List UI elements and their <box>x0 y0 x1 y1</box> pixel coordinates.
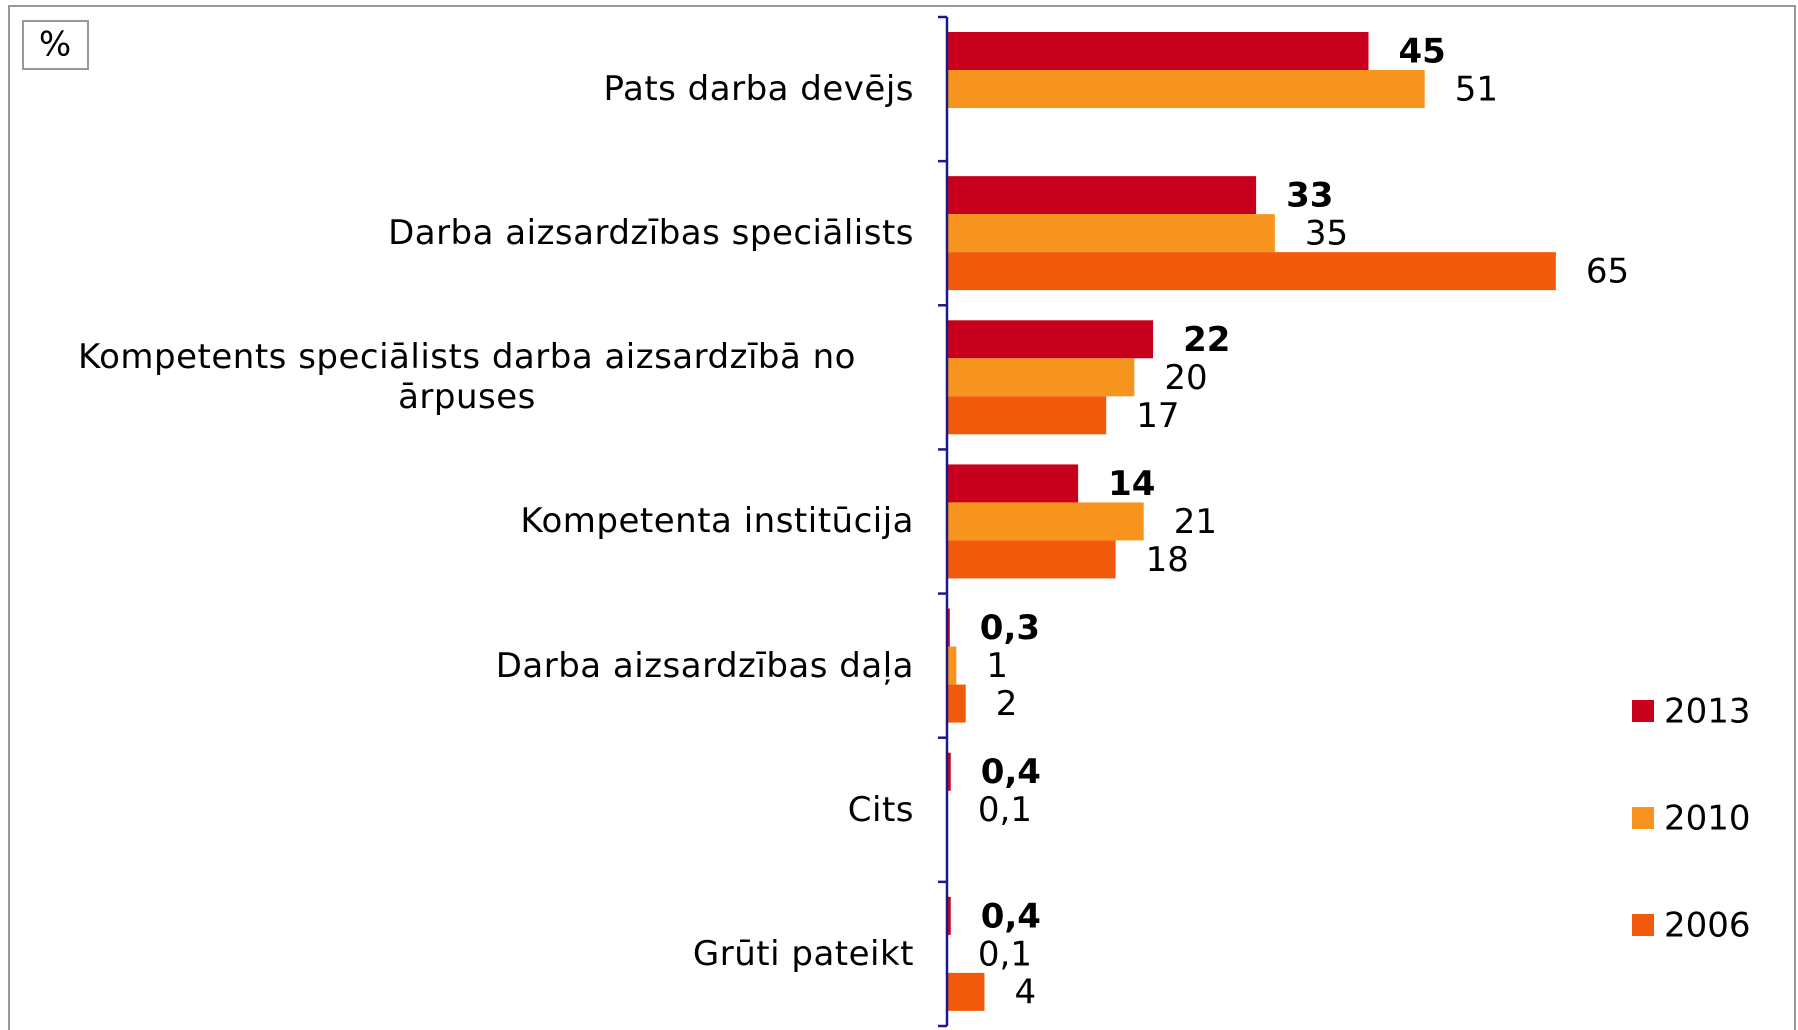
category-label: Grūti pateikt <box>692 933 914 974</box>
bar <box>947 320 1154 359</box>
bar <box>947 502 1144 541</box>
frame <box>8 5 1796 1030</box>
legend-label: 2013 <box>1664 692 1751 732</box>
bar <box>947 70 1425 108</box>
value-label: 0,4 <box>981 752 1041 792</box>
bar <box>947 176 1257 215</box>
value-label: 14 <box>1108 464 1155 504</box>
category-label: Pats darba devējs <box>603 69 914 110</box>
category-label-wrap: Cits <box>20 738 914 882</box>
category-label-wrap: Darba aizsardzības daļa <box>20 594 914 738</box>
value-label: 0,3 <box>980 608 1040 648</box>
category-label: Darba aizsardzības daļa <box>495 645 914 686</box>
category-label-wrap: Grūti pateikt <box>20 882 914 1026</box>
unit-box <box>22 20 89 70</box>
legend-swatch <box>1632 807 1654 829</box>
category-label: Kompetents speciālists darba aizsardzībā… <box>78 337 856 418</box>
value-label: 0,1 <box>978 934 1032 974</box>
bar <box>947 646 957 685</box>
value-label: 45 <box>1399 32 1446 72</box>
bar <box>947 972 985 1011</box>
legend-label: 2010 <box>1664 799 1751 839</box>
value-label: 51 <box>1455 70 1498 110</box>
category-label: Cits <box>847 789 914 830</box>
value-label: 4 <box>1014 972 1036 1012</box>
category-label-box: Darba aizsardzības daļa <box>20 594 914 738</box>
bar <box>947 358 1135 397</box>
legend-label: 2006 <box>1664 906 1751 946</box>
bar <box>947 252 1556 291</box>
category-label-wrap: Kompetents speciālists darba aizsardzībā… <box>20 305 914 449</box>
category-label-box: Pats darba devējs <box>20 17 914 161</box>
bar <box>947 214 1275 253</box>
legend-swatch <box>1632 700 1654 722</box>
bar <box>947 32 1369 70</box>
category-label-box: Kompetenta institūcija <box>20 449 914 593</box>
category-label-box: Grūti pateikt <box>20 882 914 1026</box>
legend-swatch <box>1632 914 1654 936</box>
bar <box>947 608 950 647</box>
bar <box>947 540 1116 579</box>
unit-label: % <box>39 25 71 65</box>
value-label: 0,1 <box>978 790 1032 830</box>
category-label: Kompetenta institūcija <box>520 501 914 542</box>
value-label: 18 <box>1146 540 1189 580</box>
value-label: 0,4 <box>981 896 1041 936</box>
bar <box>947 396 1107 435</box>
bar <box>947 684 966 723</box>
category-label-box: Kompetents speciālists darba aizsardzībā… <box>20 305 914 449</box>
value-label: 20 <box>1164 358 1207 398</box>
value-label: 21 <box>1174 502 1217 542</box>
category-label-box: Cits <box>20 738 914 882</box>
value-label: 22 <box>1183 320 1230 360</box>
value-label: 35 <box>1305 214 1348 254</box>
value-label: 2 <box>996 684 1018 724</box>
value-label: 17 <box>1136 396 1179 436</box>
value-label: 65 <box>1586 252 1629 292</box>
value-label: 33 <box>1286 176 1333 216</box>
value-label: 1 <box>986 646 1008 686</box>
bar <box>947 464 1079 503</box>
bar <box>947 752 951 791</box>
bar <box>947 896 951 935</box>
category-label-wrap: Pats darba devējs <box>20 17 914 161</box>
category-label-wrap: Kompetenta institūcija <box>20 449 914 593</box>
category-label-wrap: Darba aizsardzības speciālists <box>20 161 914 305</box>
category-label: Darba aizsardzības speciālists <box>388 213 914 254</box>
category-label-box: Darba aizsardzības speciālists <box>20 161 914 305</box>
